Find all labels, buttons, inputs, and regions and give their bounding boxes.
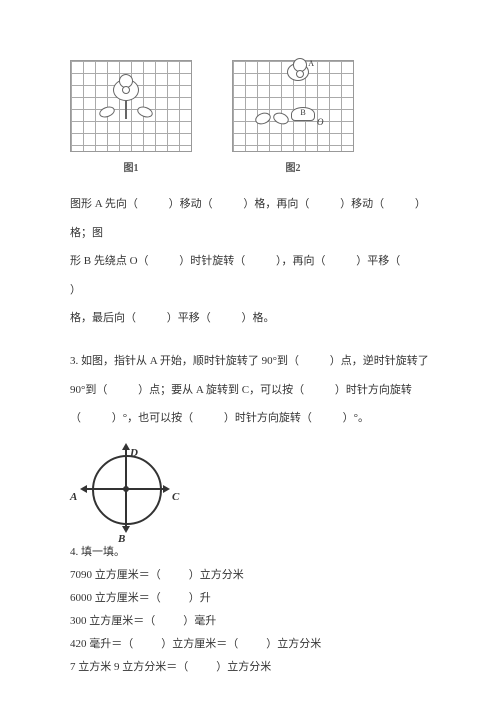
text: ）移动（ (169, 198, 213, 210)
shape-b: B (291, 107, 315, 121)
label-b: B (118, 525, 125, 554)
q4-line-2: 6000 立方厘米＝（ ）升 (70, 587, 430, 610)
question-2-line-3: 格，最后向（ ）平移（ ）格。 (70, 304, 430, 333)
text: ）移动（ (340, 198, 384, 210)
text: 7090 立方厘米＝（ (70, 569, 161, 581)
text: ）平移（ (356, 255, 400, 267)
text: 形 B 先绕点 O（ (70, 255, 149, 267)
label-o: O (317, 111, 324, 134)
q4-line-5: 7 立方米 9 立方分米＝（ ）立方分米 (70, 656, 430, 679)
flower-shape (113, 79, 139, 119)
question-2-line-2: 形 B 先绕点 O（ ）时针旋转（ ），再向（ ）平移（ ） (70, 247, 430, 304)
label-a: A (70, 483, 77, 512)
label-c: C (172, 483, 179, 512)
question-2-line-1: 图形 A 先向（ ）移动（ ）格，再向（ ）移动（ ）格；图 (70, 190, 430, 247)
question-3-line-1: 3. 如图，指针从 A 开始，顺时针旋转了 90°到（ ）点，逆时针旋转了 (70, 347, 430, 376)
text: ）升 (189, 592, 211, 604)
text: ）立方分米 (216, 661, 271, 673)
grid-1 (70, 60, 192, 152)
text: 3. 如图，指针从 A 开始，顺时针旋转了 90°到（ (70, 355, 299, 367)
text: ）°。 (343, 412, 369, 424)
text: ）平移（ (167, 312, 211, 324)
text: ）毫升 (183, 615, 216, 627)
text: ）时针旋转（ (179, 255, 245, 267)
shape-a: A (287, 63, 309, 81)
text: 7 立方米 9 立方分米＝（ (70, 661, 188, 673)
text: 6000 立方厘米＝（ (70, 592, 161, 604)
text: ）格，再向（ (243, 198, 309, 210)
text: ）时针方向旋转 (335, 384, 412, 396)
text: ）格。 (242, 312, 275, 324)
q4-line-4: 420 毫升＝（ ）立方厘米＝（ ）立方分米 (70, 633, 430, 656)
text: 300 立方厘米＝（ (70, 615, 155, 627)
q4-line-1: 7090 立方厘米＝（ ）立方分米 (70, 564, 430, 587)
text: ）立方厘米＝（ (161, 638, 238, 650)
label-d: D (130, 439, 138, 468)
grid-2: A B O (232, 60, 354, 152)
question-3-line-2: 90°到（ ）点；要从 A 旋转到 C，可以按（ ）时针方向旋转 (70, 376, 430, 405)
shape-leaves (255, 113, 289, 123)
text: ），再向（ (276, 255, 326, 267)
text: ）立方分米 (266, 638, 321, 650)
compass-figure: D A C B (80, 443, 170, 533)
text: 420 毫升＝（ (70, 638, 133, 650)
text: ）时针方向旋转（ (224, 412, 312, 424)
figure-1-caption: 图1 (124, 156, 139, 182)
text: ） (70, 284, 81, 296)
text: ）点，逆时针旋转了 (330, 355, 429, 367)
text: （ (70, 412, 81, 424)
text: ）点；要从 A 旋转到 C，可以按（ (138, 384, 304, 396)
text: 90°到（ (70, 384, 107, 396)
q4-line-3: 300 立方厘米＝（ ）毫升 (70, 610, 430, 633)
question-3-line-3: （ ）°，也可以按（ ）时针方向旋转（ ）°。 (70, 404, 430, 433)
text: 格，最后向（ (70, 312, 136, 324)
label-a: A (308, 54, 314, 75)
figures-row: 图1 A B O 图2 (70, 60, 430, 182)
text: 图形 A 先向（ (70, 198, 138, 210)
figure-2: A B O 图2 (232, 60, 354, 182)
text: ）立方分米 (189, 569, 244, 581)
figure-2-caption: 图2 (286, 156, 301, 182)
label-b: B (300, 108, 305, 117)
text: ）°，也可以按（ (112, 412, 193, 424)
figure-1: 图1 (70, 60, 192, 182)
